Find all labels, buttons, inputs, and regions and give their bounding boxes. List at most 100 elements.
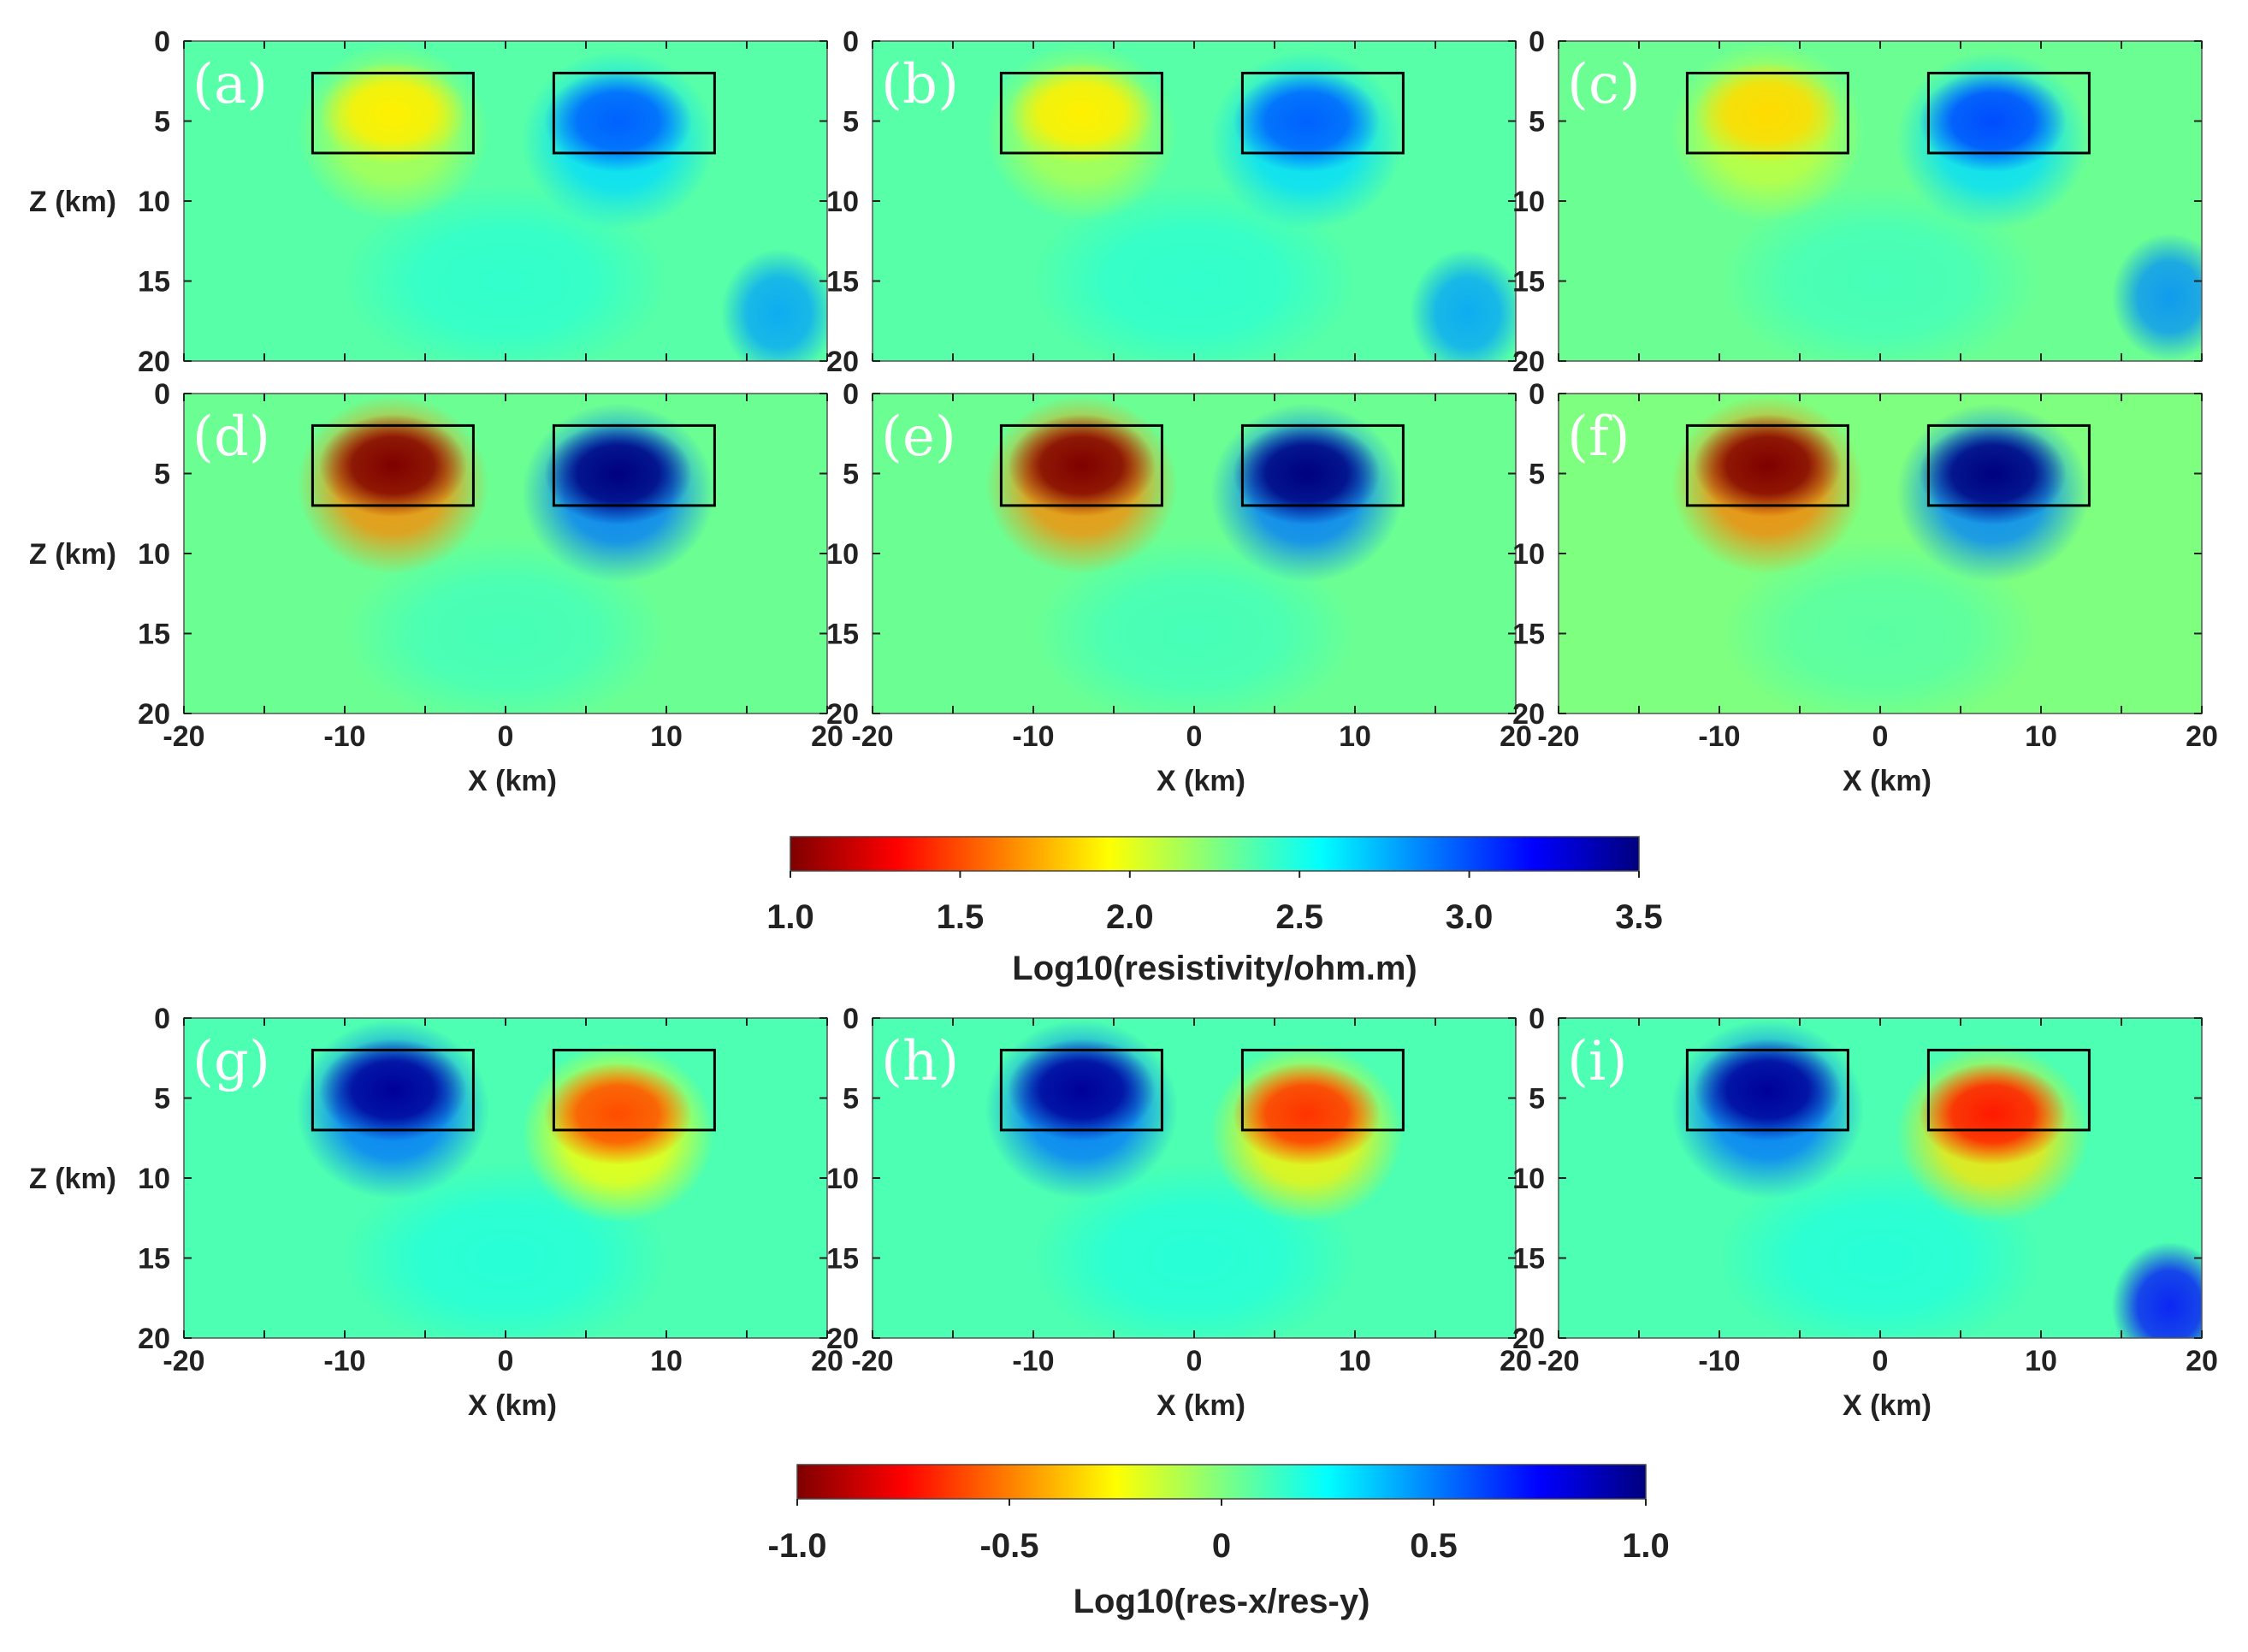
block-outline-1	[1240, 1048, 1405, 1132]
z-tick-label: 5	[843, 106, 859, 139]
panel-c: (c) 0 5 10 15 20	[1512, 26, 2203, 378]
x-tick-label: 0	[1186, 1345, 1203, 1377]
z-tick-label: 0	[1529, 26, 1545, 58]
z-tick-label: 15	[826, 266, 859, 299]
block-outline-1	[1240, 71, 1405, 155]
colorbar-tick-label: 1.5	[937, 898, 985, 936]
z-tick-label: 5	[154, 459, 170, 491]
x-tick-label: 10	[1339, 720, 1371, 753]
anomaly-core-0	[1007, 1039, 1156, 1141]
z-tick-label: 0	[154, 378, 170, 411]
colorbar-anisotropy: -1.0 -0.5 0 0.5 1.0 Log10(res-x/res-y)	[768, 1464, 1670, 1620]
z-tick-label: 0	[154, 1003, 170, 1035]
colorbar-tick-label: 1.0	[766, 898, 814, 936]
anomaly-core-0	[318, 414, 467, 517]
block-outline-1	[1926, 1048, 2091, 1132]
block-outline-0	[999, 1048, 1163, 1132]
z-tick-label: 10	[138, 1163, 170, 1195]
x-tick-label: 10	[2025, 1345, 2057, 1377]
z-tick-label: 0	[843, 378, 859, 411]
block-outline-0	[311, 71, 475, 155]
z-axis-label: Z (km)	[29, 538, 116, 571]
z-tick-label: 10	[1512, 1163, 1545, 1195]
z-tick-label: 15	[1512, 619, 1545, 651]
anomaly-core-1	[1919, 422, 2068, 525]
x-tick-label: 20	[811, 1345, 843, 1377]
x-axis-label: X (km)	[1157, 1389, 1245, 1422]
block-outline-0	[999, 423, 1163, 507]
colorbar-gradient	[796, 1464, 1647, 1500]
colorbar-tick-label: -0.5	[980, 1527, 1039, 1565]
field-spot-0	[720, 249, 827, 361]
z-axis-label: Z (km)	[29, 186, 116, 218]
field-spot-0	[2111, 233, 2202, 361]
z-tick-label: 20	[138, 698, 170, 731]
x-tick-label: -20	[851, 720, 893, 753]
field-variation	[1033, 537, 1355, 713]
field-spot-0	[1409, 249, 1516, 361]
x-tick-label: 20	[811, 720, 843, 753]
block-outline-1	[552, 1048, 716, 1132]
z-tick-label: 0	[843, 1003, 859, 1035]
x-axis-label: X (km)	[468, 765, 557, 797]
z-tick-label: 20	[826, 346, 859, 378]
colorbar-tick-label: -1.0	[768, 1527, 827, 1565]
colorbar-tick-label: 2.0	[1106, 898, 1154, 936]
z-tick-label: 5	[1529, 459, 1545, 491]
colorbar-tick-label: 0	[1212, 1527, 1231, 1565]
z-tick-label: 15	[826, 619, 859, 651]
x-tick-label: -10	[323, 1345, 365, 1377]
z-tick-label: 10	[826, 186, 859, 218]
x-tick-label: 20	[1500, 1345, 1532, 1377]
z-tick-label: 5	[843, 459, 859, 491]
block-outline-0	[1685, 71, 1849, 155]
anomaly-core-1	[1233, 69, 1381, 173]
panel-label: (e)	[881, 406, 956, 469]
z-tick-label: 5	[843, 1083, 859, 1116]
z-tick-label: 10	[138, 538, 170, 571]
z-tick-label: 0	[1529, 378, 1545, 411]
x-tick-label: -20	[163, 720, 204, 753]
block-outline-1	[1926, 71, 2091, 155]
block-outline-0	[1685, 423, 1849, 507]
panel-b: (b) 0 5 10 15 20	[826, 26, 1517, 378]
z-tick-label: 15	[138, 266, 170, 299]
z-tick-label: 15	[826, 1243, 859, 1276]
anomaly-core-0	[1007, 414, 1156, 517]
x-tick-label: 0	[1872, 720, 1889, 753]
x-tick-label: 20	[2186, 1345, 2218, 1377]
x-tick-label: 10	[650, 720, 683, 753]
z-tick-label: 20	[826, 698, 859, 731]
block-outline-0	[1685, 1048, 1849, 1132]
colorbars-layer: 1.0 1.5 2.0 2.5 3.0 3.5 Log10(resistivity/ohm.…	[766, 836, 1670, 1620]
z-tick-label: 15	[138, 1243, 170, 1276]
z-tick-label: 20	[1512, 698, 1545, 731]
anomaly-core-0	[1693, 1039, 1842, 1141]
panel-label: (b)	[881, 53, 959, 116]
x-tick-label: 0	[1872, 1345, 1889, 1377]
z-tick-label: 15	[1512, 1243, 1545, 1276]
x-tick-label: 10	[1339, 1345, 1371, 1377]
x-tick-label: 0	[498, 1345, 514, 1377]
x-tick-label: 20	[2186, 720, 2218, 753]
colorbar-resistivity: 1.0 1.5 2.0 2.5 3.0 3.5 Log10(resistivity/ohm.…	[766, 836, 1663, 987]
x-tick-label: 20	[1500, 720, 1532, 753]
colorbar-tick-label: 1.0	[1622, 1527, 1670, 1565]
block-outline-1	[1240, 423, 1405, 507]
z-tick-label: 10	[1512, 186, 1545, 218]
x-tick-label: -10	[1698, 720, 1740, 753]
z-tick-label: 5	[1529, 106, 1545, 139]
colorbar-tick-label: 3.5	[1615, 898, 1663, 936]
z-tick-label: 15	[138, 619, 170, 651]
z-tick-label: 0	[843, 26, 859, 58]
z-tick-label: 5	[154, 106, 170, 139]
block-outline-0	[311, 1048, 475, 1132]
z-tick-label: 0	[1529, 1003, 1545, 1035]
x-axis-label: X (km)	[1157, 765, 1245, 797]
x-tick-label: -20	[851, 1345, 893, 1377]
panel-a: (a) 0 5 10 15 20 Z (km)	[29, 26, 828, 378]
x-axis-label: X (km)	[1843, 765, 1932, 797]
